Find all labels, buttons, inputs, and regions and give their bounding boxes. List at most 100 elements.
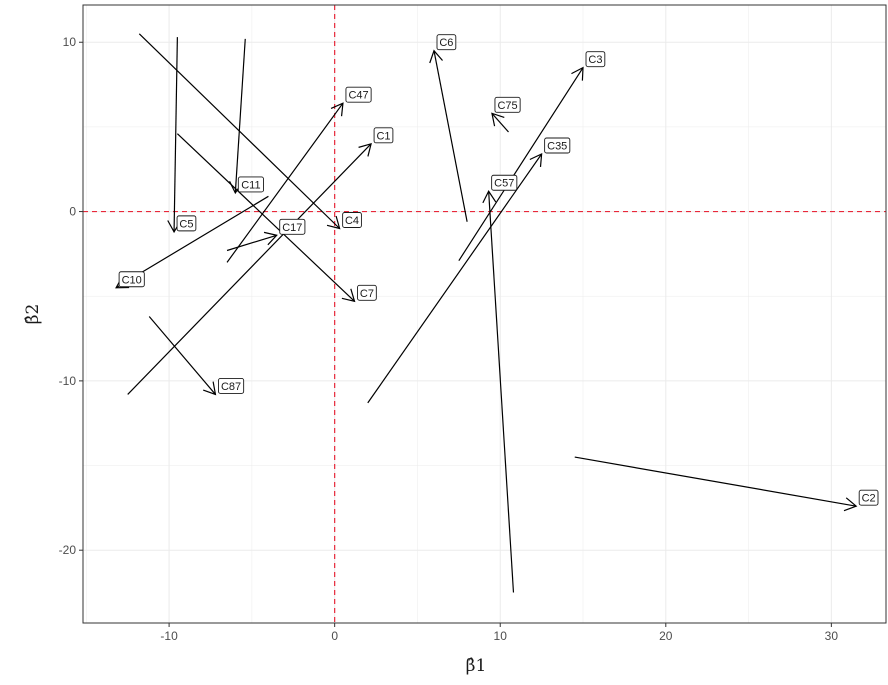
arrow-label-box — [279, 218, 306, 235]
arrow-label-box — [544, 137, 571, 154]
arrow-label-text: C47 — [348, 90, 368, 102]
arrow-shaft — [176, 133, 355, 302]
arrow-c47 — [226, 102, 344, 263]
x-axis-title-text: β̂1 — [466, 656, 487, 676]
arrow-shaft — [226, 102, 344, 263]
arrow-shaft — [148, 316, 216, 395]
arrow-head — [341, 288, 356, 303]
arrow-head — [429, 49, 443, 64]
arrow-label-text: C6 — [439, 37, 453, 49]
arrow-label-box — [494, 96, 521, 113]
arrow-head — [491, 112, 505, 127]
arrow-label: C6 — [436, 34, 457, 51]
arrow-shaft — [458, 67, 584, 261]
arrow-head — [263, 231, 278, 246]
arrow-label: C75 — [494, 96, 521, 113]
arrow-label: C4 — [342, 212, 362, 228]
arrow-shaft — [234, 38, 246, 193]
x-tick-label: 30 — [825, 629, 839, 643]
arrow-head — [843, 497, 858, 512]
x-tick-label: -10 — [160, 629, 178, 643]
arrow-head — [330, 102, 344, 117]
arrow-label-text: C4 — [345, 215, 359, 227]
arrow-label: C47 — [345, 86, 372, 103]
arrow-label-box — [218, 377, 245, 394]
arrow-head — [326, 215, 341, 230]
arrow-c57 — [482, 190, 515, 593]
arrow-head — [571, 66, 584, 81]
arrow-label-box — [176, 215, 197, 232]
arrow-shaft — [173, 37, 178, 232]
x-tick-label: 20 — [659, 629, 673, 643]
x-axis-title: β̂1 — [466, 656, 487, 676]
arrow-label: C35 — [544, 137, 571, 154]
arrow-label-text: C11 — [241, 179, 260, 191]
arrow-c7 — [176, 133, 356, 303]
arrow-label-text: C10 — [122, 274, 142, 286]
arrow-c17 — [226, 231, 278, 252]
arrow-c75 — [491, 112, 509, 133]
arrow-label: C7 — [357, 284, 377, 301]
arrow-label-text: C87 — [221, 381, 241, 393]
arrow-label: C2 — [858, 489, 879, 506]
arrow-head — [203, 381, 217, 396]
arrow-c1 — [127, 142, 372, 395]
arrow-shaft — [433, 50, 468, 222]
arrow-label-box — [345, 86, 372, 103]
arrows-layer — [115, 33, 858, 593]
arrow-head — [529, 153, 543, 168]
arrow-label: C87 — [218, 377, 245, 394]
arrow-shaft — [491, 112, 509, 133]
y-axis-title: β̂2 — [23, 304, 43, 325]
y-tick-label: -20 — [59, 543, 77, 557]
arrow-shaft — [574, 456, 857, 507]
arrow-label-text: C2 — [862, 493, 876, 505]
arrow-label-text: C7 — [360, 288, 374, 300]
x-tick-label: 10 — [494, 629, 508, 643]
arrow-shaft — [127, 143, 372, 395]
arrow-label-box — [491, 174, 518, 191]
arrow-label: C17 — [279, 218, 306, 235]
y-tick-label: -10 — [59, 374, 77, 388]
arrow-label-text: C1 — [376, 130, 390, 142]
x-tick-label: 0 — [331, 629, 338, 643]
reference-lines — [83, 5, 886, 623]
arrow-label-text: C5 — [179, 218, 193, 230]
arrow-label-text: C57 — [494, 178, 514, 190]
y-tick-label: 0 — [69, 205, 76, 219]
arrow-head — [482, 190, 497, 204]
panel-background — [83, 5, 886, 623]
arrow-label-box — [436, 34, 457, 51]
arrow-labels-layer: C3 C6 C75 C35 C57 C1 C47 C4 C7 C11 C5 C10 C17 C87 C2 — [118, 34, 879, 506]
y-tick-label: 10 — [63, 35, 77, 49]
y-axis-title-text: β̂2 — [23, 304, 43, 325]
arrow-c35 — [367, 153, 543, 404]
arrow-label-text: C3 — [588, 54, 602, 66]
arrow-c87 — [148, 316, 217, 396]
axis-ticks: -10 0 10 20 30 -20 -10 0 10 — [59, 35, 839, 643]
arrow-label-box — [357, 284, 377, 301]
arrow-shaft — [488, 191, 515, 593]
arrow-label-text: C35 — [547, 140, 567, 152]
arrow-label-box — [342, 212, 362, 228]
arrow-c3 — [458, 66, 584, 261]
arrow-label: C3 — [585, 51, 606, 68]
arrow-head — [358, 142, 372, 157]
arrow-shaft — [226, 234, 277, 252]
arrow-label: C5 — [176, 215, 197, 232]
arrow-label-box — [237, 176, 264, 193]
arrow-c6 — [429, 49, 468, 222]
arrow-label-box — [373, 127, 394, 144]
arrow-label-text: C17 — [282, 222, 302, 234]
arrow-label-box — [858, 489, 879, 506]
arrow-label: C10 — [118, 271, 145, 288]
arrow-c2 — [574, 456, 858, 512]
panel-border — [82, 4, 887, 624]
arrow-label-box — [118, 271, 145, 288]
arrow-label: C1 — [373, 127, 394, 144]
arrow-shaft — [367, 153, 543, 404]
arrow-label: C11 — [237, 176, 264, 193]
arrow-label-box — [585, 51, 606, 68]
arrow-label-text: C75 — [497, 100, 517, 112]
